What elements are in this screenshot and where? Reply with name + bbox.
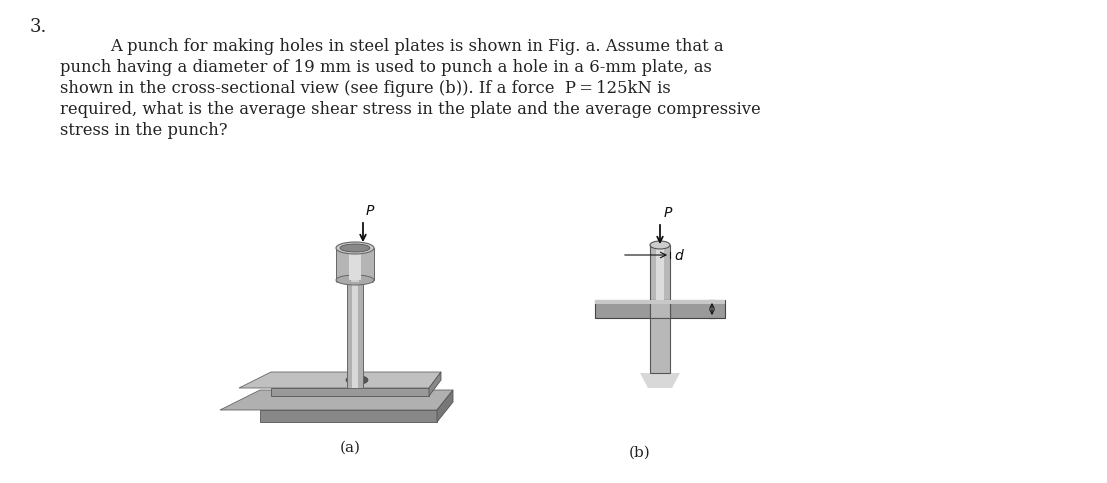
Polygon shape — [271, 388, 430, 396]
FancyBboxPatch shape — [337, 248, 374, 280]
FancyBboxPatch shape — [594, 300, 650, 318]
Polygon shape — [430, 372, 441, 396]
Polygon shape — [351, 276, 359, 282]
Text: $P$: $P$ — [663, 206, 673, 220]
FancyBboxPatch shape — [650, 300, 670, 318]
Polygon shape — [437, 390, 453, 422]
Ellipse shape — [650, 241, 670, 249]
Text: (b): (b) — [629, 446, 651, 460]
Text: punch having a diameter of 19 mm is used to punch a hole in a 6-mm plate, as: punch having a diameter of 19 mm is used… — [60, 59, 712, 76]
Polygon shape — [239, 372, 441, 388]
Text: required, what is the average shear stress in the plate and the average compress: required, what is the average shear stre… — [60, 101, 761, 118]
Polygon shape — [337, 276, 374, 282]
Ellipse shape — [337, 242, 374, 254]
Ellipse shape — [340, 244, 370, 252]
Text: (a): (a) — [340, 441, 361, 455]
Ellipse shape — [337, 275, 374, 285]
Ellipse shape — [346, 375, 368, 384]
Text: $d$: $d$ — [674, 247, 685, 262]
Text: $t$: $t$ — [716, 302, 724, 316]
Text: A punch for making holes in steel plates is shown in Fig. a. Assume that a: A punch for making holes in steel plates… — [110, 38, 724, 55]
FancyBboxPatch shape — [670, 300, 725, 318]
FancyBboxPatch shape — [352, 280, 358, 388]
Text: stress in the punch?: stress in the punch? — [60, 122, 228, 139]
Text: 3.: 3. — [30, 18, 48, 36]
FancyBboxPatch shape — [650, 318, 670, 373]
Text: $P$: $P$ — [365, 204, 375, 218]
FancyBboxPatch shape — [346, 280, 363, 388]
Polygon shape — [220, 390, 453, 410]
FancyBboxPatch shape — [650, 245, 670, 300]
Polygon shape — [640, 373, 680, 388]
Text: shown in the cross-sectional view (see figure (b)). If a force  P = 125kN is: shown in the cross-sectional view (see f… — [60, 80, 671, 97]
FancyBboxPatch shape — [594, 300, 725, 304]
FancyBboxPatch shape — [656, 245, 664, 300]
Polygon shape — [260, 410, 437, 422]
FancyBboxPatch shape — [349, 248, 361, 280]
